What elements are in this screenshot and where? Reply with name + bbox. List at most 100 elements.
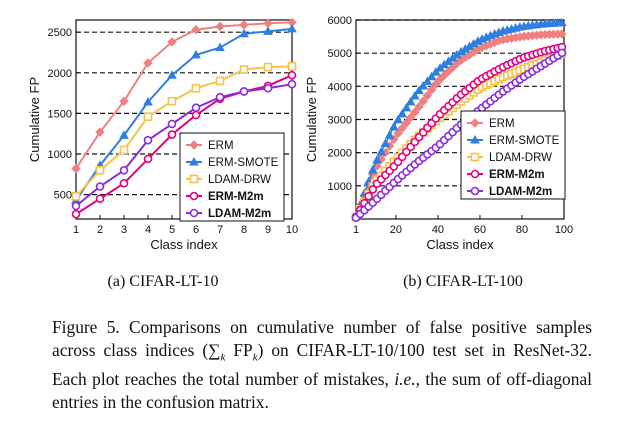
legend-label: LDAM-DRW — [489, 152, 552, 164]
panel-subtitle: (b) CIFAR-LT-100 — [403, 273, 523, 290]
data-point — [557, 17, 567, 27]
data-point — [372, 155, 382, 164]
caption-suffix: ) on CIFAR-LT-10/100 test set in ResNet-… — [52, 339, 593, 390]
data-point — [263, 83, 273, 93]
data-point — [405, 96, 416, 106]
data-point — [119, 96, 129, 106]
data-point — [95, 194, 105, 203]
y-axis-label: Cumulative FP — [304, 77, 319, 162]
data-point — [239, 28, 249, 38]
legend-marker — [470, 118, 480, 128]
data-point — [215, 21, 225, 32]
y-tick-label: 500 — [54, 190, 72, 202]
x-tick-label: 5 — [169, 224, 175, 236]
data-point — [191, 83, 201, 93]
data-point — [143, 135, 153, 145]
data-point — [167, 119, 177, 129]
y-tick-label: 2000 — [48, 68, 72, 80]
legend-label: ERM — [208, 140, 234, 152]
data-point — [71, 209, 81, 219]
legend: ERM ERM-SMOTE LDAM-DRW ERM-M2m LDAM-M2m — [179, 132, 285, 222]
y-tick-label: 2500 — [48, 27, 72, 39]
series-erm-m2m — [351, 42, 567, 222]
x-tick-label: 2 — [97, 224, 103, 236]
data-point — [119, 165, 129, 175]
legend-marker — [470, 169, 480, 179]
data-point — [119, 130, 129, 139]
legend-marker — [189, 140, 199, 150]
data-point — [71, 191, 81, 201]
data-point — [191, 103, 201, 113]
data-point — [287, 23, 297, 33]
data-point — [263, 62, 273, 72]
series-ldam-m2m — [351, 48, 567, 222]
legend: ERM ERM-SMOTE LDAM-DRW ERM-M2m LDAM-M2m — [460, 110, 566, 200]
x-tick-label: 10 — [286, 224, 298, 236]
x-tick-label: 9 — [265, 224, 271, 236]
data-point — [215, 42, 225, 52]
data-point — [418, 96, 428, 106]
x-tick-label: 6 — [193, 224, 199, 236]
x-tick-label: 80 — [516, 224, 528, 236]
x-axis-label: Class index — [150, 237, 218, 252]
data-point — [393, 128, 403, 139]
chart-panel-cifar-lt-10: 500 1000 1500 2000 2500 1 2 3 4 5 6 7 8 9 10 Class inde… — [27, 17, 298, 290]
data-point — [191, 110, 201, 120]
legend-label: LDAM-M2m — [489, 186, 552, 198]
series-line — [75, 74, 293, 215]
data-point — [557, 29, 567, 39]
series-line — [75, 83, 293, 207]
legend-marker — [470, 186, 480, 196]
data-point — [167, 130, 177, 139]
x-tick-label: 1 — [73, 224, 79, 236]
data-point — [95, 127, 105, 137]
y-tick-label: 6000 — [328, 15, 352, 27]
data-point — [426, 71, 437, 81]
x-tick-label: 100 — [555, 224, 573, 236]
data-point — [143, 154, 153, 164]
data-point — [401, 118, 412, 128]
data-point — [409, 90, 420, 100]
data-point — [215, 76, 225, 86]
x-tick-label: 60 — [474, 224, 486, 236]
legend-label: ERM — [489, 118, 515, 130]
data-point — [71, 163, 81, 174]
data-point — [422, 90, 433, 101]
data-point — [119, 178, 129, 188]
series-line — [75, 21, 293, 170]
data-point — [397, 108, 408, 118]
data-point — [410, 107, 420, 117]
legend-marker — [189, 156, 199, 166]
caption-math: ∑k FPk — [208, 339, 258, 363]
y-tick-label: 3000 — [328, 115, 352, 127]
data-point — [287, 61, 297, 71]
data-point — [388, 121, 399, 131]
legend-label: ERM-M2m — [489, 169, 545, 181]
data-point — [167, 70, 177, 79]
legend-label: LDAM-DRW — [208, 174, 271, 186]
x-tick-label: 40 — [432, 224, 444, 236]
caption-suffix2: , the sum of off-diagonal entries in the… — [52, 369, 592, 412]
series-ldam-m2m — [71, 79, 297, 211]
series-line — [75, 65, 293, 197]
y-tick-label: 1500 — [48, 108, 72, 120]
x-tick-label: 8 — [241, 224, 247, 236]
x-tick-label: 1 — [353, 224, 359, 236]
data-point — [239, 87, 249, 96]
data-point — [239, 65, 249, 74]
data-point — [393, 114, 403, 124]
caption-ie: i.e. — [394, 369, 416, 390]
data-point — [380, 138, 391, 148]
legend-marker — [470, 152, 480, 162]
legend-marker — [470, 134, 480, 144]
y-tick-label: 1000 — [48, 149, 72, 161]
caption-prefix: Figure 5. Comparisons on cumulative numb… — [52, 317, 592, 360]
panel-subtitle: (a) CIFAR-LT-10 — [108, 273, 219, 290]
data-point — [414, 85, 424, 95]
data-point — [191, 49, 201, 59]
figure: 500 1000 1500 2000 2500 1 2 3 4 5 6 7 8 9 10 Class inde… — [27, 15, 573, 290]
data-point — [95, 165, 105, 175]
series-ldam-drw — [71, 61, 297, 201]
data-point — [397, 123, 407, 133]
y-tick-label: 4000 — [328, 81, 352, 93]
